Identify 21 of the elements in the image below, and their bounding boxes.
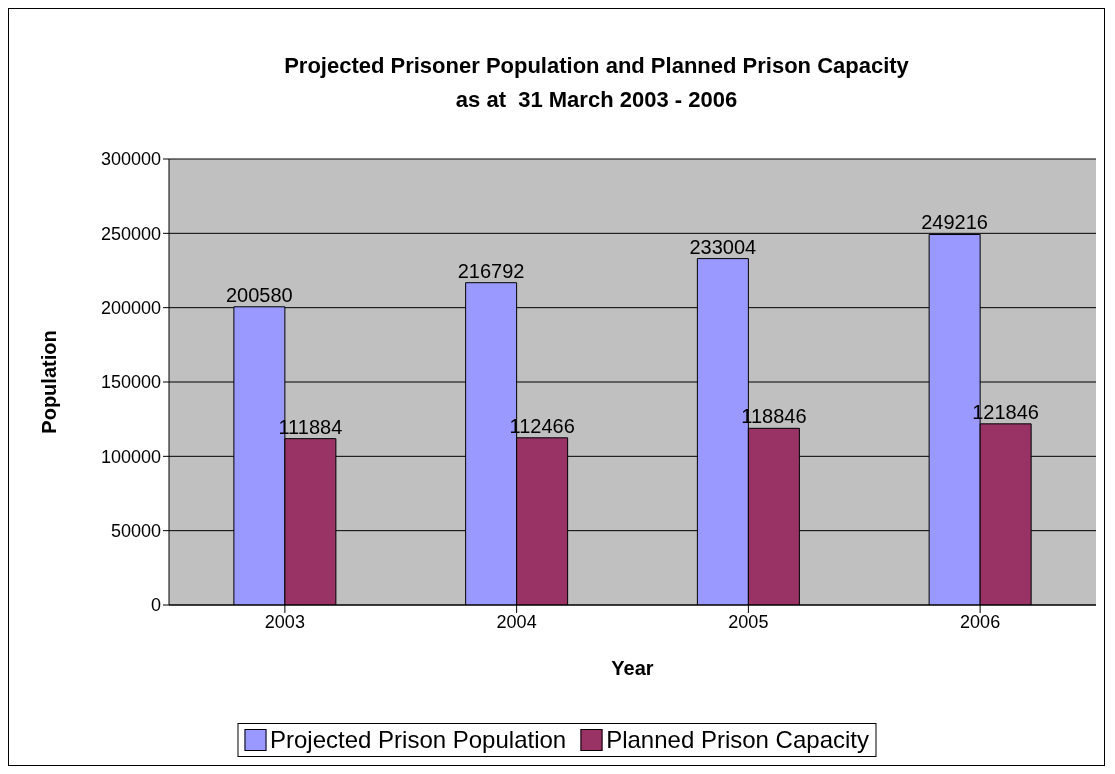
y-tick-label: 50000 bbox=[110, 521, 161, 542]
x-tick-label: 2005 bbox=[728, 611, 769, 632]
y-tick-label: 200000 bbox=[100, 298, 161, 319]
chart-subtitle: as at 31 March 2003 - 2006 bbox=[454, 86, 739, 114]
x-tick-label: 2004 bbox=[496, 611, 537, 632]
data-label: 233004 bbox=[689, 235, 757, 258]
x-tick-label: 2003 bbox=[264, 611, 305, 632]
chart-title: Projected Prisoner Population and Planned Prison Capacity bbox=[283, 52, 910, 80]
data-label: 200580 bbox=[226, 283, 293, 306]
data-label: 216792 bbox=[457, 259, 525, 282]
y-axis-title: Population bbox=[38, 330, 61, 434]
data-label: 249216 bbox=[921, 211, 989, 234]
y-tick-label: 0 bbox=[150, 595, 161, 616]
y-tick-label: 100000 bbox=[100, 446, 161, 467]
y-tick-label: 300000 bbox=[100, 149, 161, 170]
x-tick-label: 2006 bbox=[960, 611, 1001, 632]
x-axis-title: Year bbox=[611, 657, 654, 679]
y-tick-label: 250000 bbox=[100, 223, 161, 244]
legend-label: Projected Prison Population bbox=[269, 726, 567, 754]
y-tick-label: 150000 bbox=[100, 372, 161, 393]
legend-label: Planned Prison Capacity bbox=[606, 726, 870, 754]
